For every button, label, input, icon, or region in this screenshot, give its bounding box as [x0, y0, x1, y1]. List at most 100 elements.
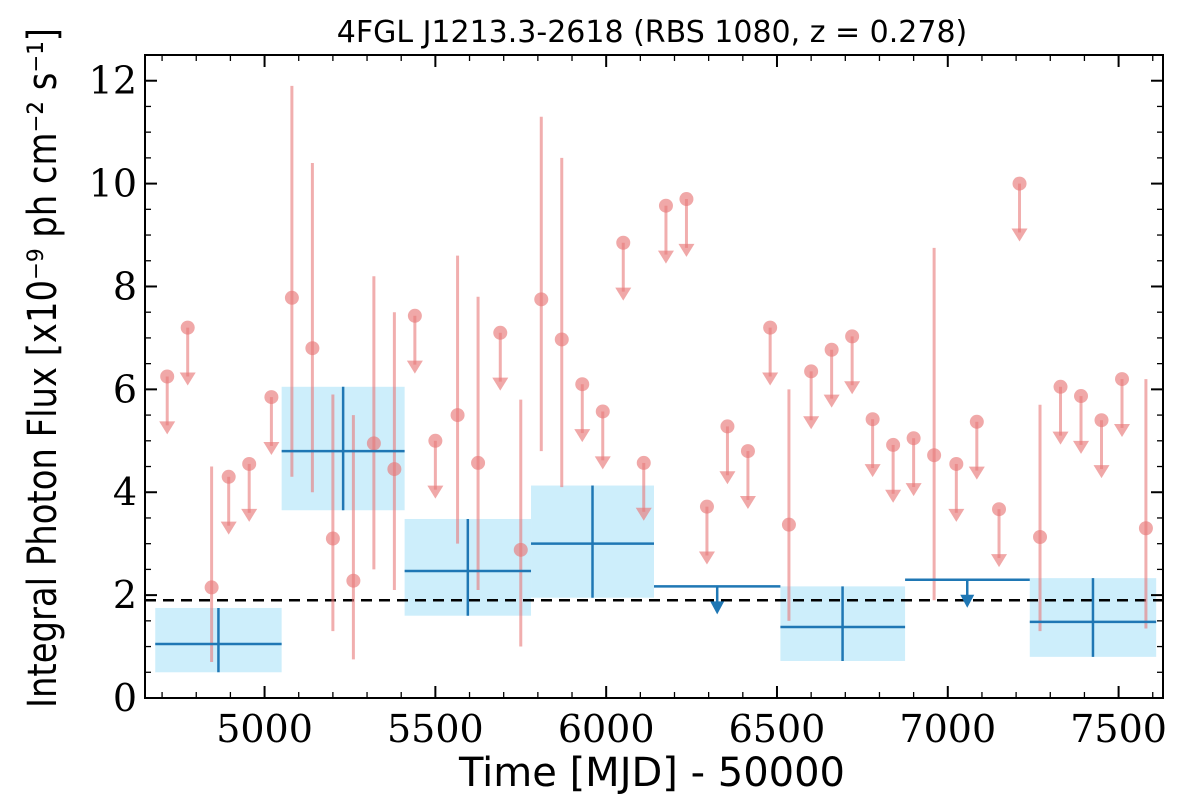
- short-bin-upper-limit: [1052, 379, 1069, 445]
- short-bin-upper-limit: [159, 369, 176, 435]
- upper-limit-point: [242, 456, 257, 471]
- upper-limit-arrow: [1011, 228, 1028, 242]
- short-bin-detection: [554, 157, 569, 488]
- upper-limit-point: [616, 235, 631, 250]
- upper-limit-point: [264, 390, 279, 405]
- long-bin-detection: [281, 386, 405, 511]
- long-bin-ul-arrow: [960, 594, 975, 608]
- upper-limit-arrow: [885, 489, 902, 503]
- upper-limit-arrow: [1093, 465, 1110, 479]
- upper-limit-point: [428, 433, 443, 448]
- short-bin-detection: [346, 415, 361, 660]
- x-ticks: 5000 5500 6000 6500 7000 7500: [161, 55, 1167, 751]
- long-bin-detection: [780, 586, 906, 661]
- short-bin-point: [325, 531, 340, 546]
- upper-limit-point: [679, 192, 694, 207]
- upper-limit-arrow: [991, 554, 1008, 568]
- upper-limit-point: [1094, 413, 1109, 428]
- upper-limit-arrow: [1073, 440, 1090, 454]
- upper-limit-point: [658, 198, 673, 213]
- short-bin-point: [1033, 529, 1048, 544]
- x-axis-label: Time [MJD] - 50000: [458, 750, 845, 796]
- short-bin-upper-limit: [427, 433, 444, 499]
- short-bin-detection: [204, 466, 219, 662]
- upper-limit-point: [493, 325, 508, 340]
- short-bin-upper-limit: [698, 499, 715, 565]
- long-bin-detection: [404, 518, 532, 616]
- upper-limit-arrow: [968, 466, 985, 480]
- y-tick-label: 2: [113, 573, 137, 617]
- short-bin-upper-limit: [406, 308, 423, 374]
- y-tick-label: 4: [113, 470, 137, 514]
- long-bin-detection: [1029, 578, 1157, 657]
- upper-limit-point: [845, 329, 860, 344]
- upper-limit-point: [575, 377, 590, 392]
- upper-limit-point: [1053, 379, 1068, 394]
- long-bin-ul-arrow: [710, 601, 725, 615]
- upper-limit-point: [720, 419, 735, 434]
- short-bin-detection: [927, 247, 942, 601]
- upper-limit-point: [407, 308, 422, 323]
- short-bin-point: [927, 448, 942, 463]
- long-bin-detection: [531, 485, 654, 598]
- short-bin-series: [159, 85, 1153, 662]
- short-bin-upper-limit: [241, 456, 258, 522]
- long-bin-upper-limit: [654, 585, 781, 615]
- short-bin-upper-limit: [1073, 389, 1090, 454]
- x-tick-label: 7500: [1070, 707, 1167, 751]
- short-bin-upper-limit: [905, 431, 922, 497]
- short-bin-upper-limit: [885, 437, 902, 503]
- short-bin-upper-limit: [1093, 413, 1110, 479]
- short-bin-upper-limit: [179, 320, 196, 386]
- short-bin-upper-limit: [678, 192, 695, 257]
- y-tick-label: 6: [113, 367, 137, 411]
- short-bin-point: [387, 462, 402, 477]
- short-bin-upper-limit: [739, 444, 756, 509]
- short-bin-detection: [450, 255, 465, 544]
- upper-limit-point: [969, 414, 984, 429]
- upper-limit-arrow: [1052, 431, 1069, 445]
- short-bin-upper-limit: [823, 342, 840, 408]
- upper-limit-arrow: [698, 551, 715, 565]
- upper-limit-arrow: [492, 377, 509, 391]
- x-tick-label: 6000: [558, 707, 655, 751]
- short-bin-detection: [325, 394, 340, 632]
- short-bin-point: [284, 290, 299, 305]
- short-bin-point: [554, 332, 569, 347]
- short-bin-detection: [284, 85, 299, 477]
- upper-limit-arrow: [1114, 423, 1131, 437]
- upper-limit-arrow: [948, 508, 965, 522]
- upper-limit-point: [699, 499, 714, 514]
- upper-limit-point: [949, 456, 964, 471]
- short-bin-upper-limit: [594, 404, 611, 470]
- short-bin-upper-limit: [657, 198, 674, 264]
- upper-limit-point: [865, 412, 880, 427]
- upper-limit-point: [1074, 389, 1089, 404]
- upper-limit-arrow: [905, 483, 922, 497]
- short-bin-upper-limit: [1114, 372, 1131, 437]
- long-bin-series: [155, 386, 1157, 673]
- short-bin-upper-limit: [719, 419, 736, 485]
- upper-limit-arrow: [719, 471, 736, 485]
- upper-limit-arrow: [594, 456, 611, 470]
- upper-limit-point: [824, 342, 839, 357]
- short-bin-point: [1138, 521, 1153, 536]
- upper-limit-arrow: [739, 495, 756, 509]
- upper-limit-arrow: [823, 394, 840, 408]
- upper-limit-point: [180, 320, 195, 335]
- upper-limit-point: [906, 431, 921, 446]
- upper-limit-point: [992, 502, 1007, 517]
- long-bin-detection: [155, 607, 282, 673]
- short-bin-point: [513, 542, 528, 557]
- short-bin-upper-limit: [948, 456, 965, 522]
- upper-limit-arrow: [657, 250, 674, 264]
- short-bin-upper-limit: [635, 455, 652, 521]
- upper-limit-arrow: [864, 464, 881, 478]
- upper-limit-arrow: [615, 287, 632, 301]
- short-bin-detection: [471, 296, 486, 590]
- short-bin-detection: [305, 163, 320, 493]
- x-tick-label: 7000: [899, 707, 996, 751]
- upper-limit-point: [763, 320, 778, 335]
- y-tick-label: 10: [89, 162, 137, 206]
